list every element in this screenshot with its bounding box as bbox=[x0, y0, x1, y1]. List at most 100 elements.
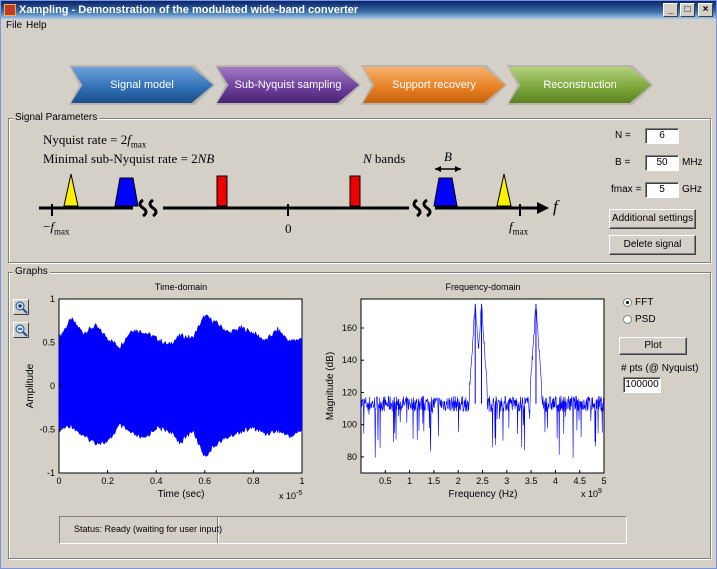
spectrum-line bbox=[360, 305, 605, 458]
y-tick-label: 0 bbox=[50, 381, 55, 391]
psd-radio[interactable] bbox=[623, 315, 632, 324]
step-label: Sub-Nyquist sampling bbox=[234, 79, 342, 91]
time-plot-layer bbox=[58, 314, 303, 457]
nyquist-rate-formula: Nyquist rate = 2fmax bbox=[43, 132, 146, 150]
zoom-out-button[interactable] bbox=[13, 322, 29, 338]
zoom-in-button[interactable] bbox=[13, 299, 29, 315]
step-support-recovery-button[interactable]: Support recovery bbox=[363, 67, 505, 103]
b-unit: MHz bbox=[682, 157, 703, 168]
axis-break-left bbox=[148, 198, 158, 218]
freq-axes: 0.5 1 1.5 2 2.5 3 3.5 4 4.5 5 80 100 120 140 160 bbox=[342, 323, 607, 486]
axis-arrowhead bbox=[537, 202, 549, 214]
n-input[interactable]: 6 bbox=[645, 128, 679, 144]
x-tick-label: 3.5 bbox=[525, 476, 538, 486]
n-field-label: N = bbox=[615, 130, 631, 141]
spectrum-diagram bbox=[39, 166, 549, 218]
pts-input[interactable]: 100000 bbox=[623, 377, 661, 393]
f-axis-symbol: f bbox=[553, 197, 558, 216]
b-input[interactable]: 50 bbox=[645, 155, 679, 171]
graphs-group bbox=[8, 272, 711, 559]
f-axis-label: f bbox=[553, 197, 558, 217]
minus-sign: − bbox=[43, 219, 51, 234]
fmax-unit: GHz bbox=[682, 184, 702, 195]
axis-break-left bbox=[138, 198, 148, 218]
x-tick-label: 4.5 bbox=[573, 476, 586, 486]
x-exponent-power: -5 bbox=[296, 490, 302, 497]
chart-title: Time-domain bbox=[155, 282, 207, 292]
f-symbol: f bbox=[50, 219, 54, 234]
minus-fmax-label: −fmax bbox=[43, 219, 69, 237]
matlab-icon bbox=[4, 4, 16, 16]
y-tick-label: -0.5 bbox=[39, 425, 55, 435]
fft-radio-label: FFT bbox=[635, 297, 654, 308]
x-tick-label: 0 bbox=[56, 476, 61, 486]
band-blue-left bbox=[114, 177, 139, 207]
step-reconstruction-button[interactable]: Reconstruction bbox=[509, 67, 651, 103]
y-tick-label: 1 bbox=[50, 294, 55, 304]
x-tick-label: 0.8 bbox=[247, 476, 260, 486]
n-bands-label: N bands bbox=[363, 151, 405, 167]
max-subscript: max bbox=[512, 226, 529, 237]
pts-label: # pts (@ Nyquist) bbox=[621, 363, 699, 374]
bandwidth-arrowhead bbox=[435, 166, 441, 172]
x-tick-label: 1 bbox=[407, 476, 412, 486]
step-label: Support recovery bbox=[392, 79, 476, 91]
x-tick-label: 2.5 bbox=[476, 476, 489, 486]
zoom-out-icon bbox=[15, 324, 28, 337]
b-field-label: B = bbox=[615, 157, 631, 168]
bands-text: bands bbox=[374, 151, 406, 166]
x-tick-label: 0.2 bbox=[101, 476, 114, 486]
minimize-button[interactable]: _ bbox=[663, 3, 678, 17]
band-red-left bbox=[216, 175, 228, 207]
fmax-field-label: fmax = bbox=[611, 184, 642, 195]
b-label: B bbox=[444, 149, 452, 165]
time-domain-chart[interactable]: Time-domain 0 0.2 0.4 0.6 0.8 1 -1 -0.5 0 0.5 1 Ti… bbox=[21, 281, 311, 506]
band-red-right bbox=[349, 175, 361, 207]
x-tick-label: 0.5 bbox=[379, 476, 392, 486]
x-tick-label: 2 bbox=[456, 476, 461, 486]
maximize-button[interactable]: □ bbox=[680, 3, 695, 17]
time-signal-area bbox=[58, 314, 303, 457]
x-tick-label: 0.6 bbox=[199, 476, 212, 486]
status-cell bbox=[60, 517, 218, 543]
fmax-input[interactable]: 5 bbox=[645, 182, 679, 198]
graphs-label: Graphs bbox=[13, 266, 50, 277]
psd-radio-label: PSD bbox=[635, 314, 656, 325]
menu-help[interactable]: Help bbox=[26, 20, 47, 31]
step-label: Reconstruction bbox=[543, 79, 617, 91]
menu-file[interactable]: File bbox=[6, 20, 23, 31]
zoom-in-icon bbox=[15, 301, 28, 314]
nb-symbol: NB bbox=[197, 151, 215, 166]
frequency-domain-chart[interactable]: Frequency-domain 0.5 1 1.5 2 2.5 3 3.5 4 4.5 5 80 1… bbox=[319, 281, 611, 506]
band-yellow-left bbox=[63, 173, 79, 207]
signal-parameters-label: Signal Parameters bbox=[13, 112, 100, 123]
time-axes: 0 0.2 0.4 0.6 0.8 1 -1 -0.5 0 0.5 1 bbox=[39, 294, 304, 486]
x-exponent-base: x 10 bbox=[581, 489, 598, 499]
x-tick-label: 4 bbox=[553, 476, 558, 486]
minimal-rate-text: Minimal sub-Nyquist rate = 2 bbox=[43, 151, 198, 166]
f-symbol: f bbox=[509, 219, 513, 234]
plot-button[interactable]: Plot bbox=[619, 337, 687, 355]
step-sub-nyquist-button[interactable]: Sub-Nyquist sampling bbox=[217, 67, 359, 103]
max-subscript: max bbox=[130, 139, 147, 150]
x-exponent-label: x 109 bbox=[581, 488, 602, 499]
band-blue-right bbox=[433, 177, 458, 207]
additional-settings-button[interactable]: Additional settings bbox=[609, 209, 696, 229]
x-tick-label: 1.5 bbox=[428, 476, 441, 486]
bandwidth-arrowhead bbox=[455, 166, 461, 172]
title-bar[interactable]: Xampling - Demonstration of the modulate… bbox=[1, 1, 716, 19]
x-tick-label: 3 bbox=[504, 476, 509, 486]
step-signal-model-button[interactable]: Signal model bbox=[71, 67, 213, 103]
fft-radio[interactable] bbox=[623, 298, 632, 307]
x-axis-label: Frequency (Hz) bbox=[449, 489, 518, 500]
x-tick-label: 1 bbox=[299, 476, 304, 486]
b-symbol: B bbox=[444, 149, 452, 164]
axis-break-right bbox=[422, 198, 432, 218]
y-axis-label: Magnitude (dB) bbox=[325, 352, 336, 420]
close-button[interactable]: × bbox=[698, 3, 713, 17]
y-tick-label: 160 bbox=[342, 323, 357, 333]
y-tick-label: 0.5 bbox=[42, 338, 55, 348]
minimal-rate-formula: Minimal sub-Nyquist rate = 2NB bbox=[43, 151, 214, 167]
delete-signal-button[interactable]: Delete signal bbox=[609, 235, 696, 255]
